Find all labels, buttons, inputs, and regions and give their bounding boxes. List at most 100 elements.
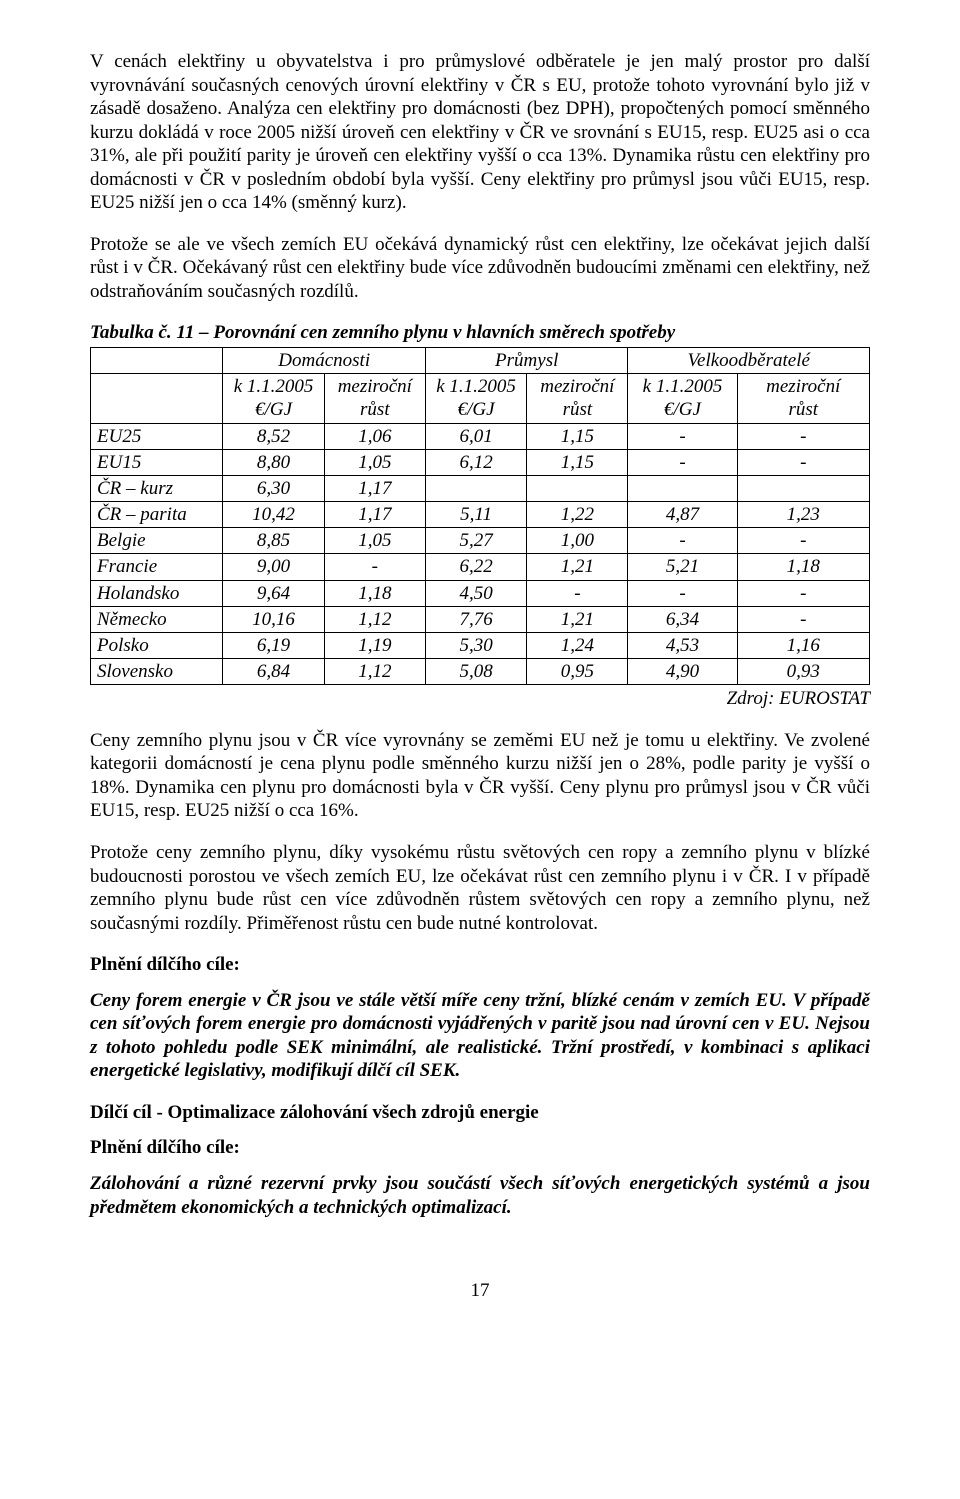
cell: 4,50 — [425, 580, 526, 606]
subheader-text: meziroční — [338, 376, 412, 397]
row-label: EU15 — [91, 449, 223, 475]
cell: 1,21 — [527, 554, 628, 580]
table-row: Holandsko 9,64 1,18 4,50 - - - — [91, 580, 870, 606]
subheader-text: €/GJ — [664, 399, 701, 420]
table-sub-header: k 1.1.2005 €/GJ meziroční růst k 1.1.200… — [91, 374, 870, 423]
dilci-heading-2: Dílčí cíl - Optimalizace zálohování všec… — [90, 1101, 870, 1125]
cell: 1,17 — [324, 475, 425, 501]
cell — [527, 475, 628, 501]
table-row: Německo 10,16 1,12 7,76 1,21 6,34 - — [91, 606, 870, 632]
table-subheader-col3: k 1.1.2005 €/GJ — [425, 374, 526, 423]
cell: - — [628, 423, 737, 449]
row-label: ČR – kurz — [91, 475, 223, 501]
cell: 6,34 — [628, 606, 737, 632]
row-label: Holandsko — [91, 580, 223, 606]
row-label: Slovensko — [91, 659, 223, 685]
subheader-text: růst — [788, 399, 818, 420]
cell: 10,16 — [223, 606, 324, 632]
page-number: 17 — [90, 1279, 870, 1303]
cell: 1,00 — [527, 528, 628, 554]
table-subheader-col2: meziroční růst — [324, 374, 425, 423]
cell: 5,30 — [425, 632, 526, 658]
cell: 6,84 — [223, 659, 324, 685]
cell: 7,76 — [425, 606, 526, 632]
table-subheader-empty — [91, 374, 223, 423]
subheader-text: růst — [360, 399, 390, 420]
table-header-domacnosti: Domácnosti — [223, 348, 426, 374]
cell: - — [324, 554, 425, 580]
cell — [628, 475, 737, 501]
cell: 5,21 — [628, 554, 737, 580]
cell: - — [527, 580, 628, 606]
gas-price-table: Domácnosti Průmysl Velkoodběratelé k 1.1… — [90, 347, 870, 685]
paragraph-2: Protože se ale ve všech zemích EU očekáv… — [90, 233, 870, 304]
cell: - — [737, 580, 869, 606]
table-row: EU15 8,80 1,05 6,12 1,15 - - — [91, 449, 870, 475]
cell: 6,19 — [223, 632, 324, 658]
table-row: ČR – kurz 6,30 1,17 — [91, 475, 870, 501]
table-group-header: Domácnosti Průmysl Velkoodběratelé — [91, 348, 870, 374]
cell: 1,05 — [324, 528, 425, 554]
cell: 1,23 — [737, 502, 869, 528]
row-label: EU25 — [91, 423, 223, 449]
cell: 0,93 — [737, 659, 869, 685]
cell: 5,27 — [425, 528, 526, 554]
table-title: Tabulka č. 11 – Porovnání cen zemního pl… — [90, 321, 870, 345]
cell: 8,80 — [223, 449, 324, 475]
table-row: Slovensko 6,84 1,12 5,08 0,95 4,90 0,93 — [91, 659, 870, 685]
paragraph-5: Ceny forem energie v ČR jsou ve stále vě… — [90, 989, 870, 1083]
table-row: Belgie 8,85 1,05 5,27 1,00 - - — [91, 528, 870, 554]
cell: - — [737, 606, 869, 632]
subheader-text: €/GJ — [458, 399, 495, 420]
cell: 8,52 — [223, 423, 324, 449]
subheader-text: €/GJ — [255, 399, 292, 420]
cell: 4,90 — [628, 659, 737, 685]
table-header-velkoodberatele: Velkoodběratelé — [628, 348, 870, 374]
cell: - — [628, 580, 737, 606]
cell — [737, 475, 869, 501]
cell: 1,19 — [324, 632, 425, 658]
table-subheader-col1: k 1.1.2005 €/GJ — [223, 374, 324, 423]
plneni-heading-2: Plnění dílčího cíle: — [90, 1136, 870, 1160]
paragraph-3: Ceny zemního plynu jsou v ČR více vyrovn… — [90, 729, 870, 823]
spacer — [90, 981, 870, 989]
cell: 1,15 — [527, 423, 628, 449]
cell: - — [737, 528, 869, 554]
cell: 1,12 — [324, 606, 425, 632]
row-label: Polsko — [91, 632, 223, 658]
table-row: Polsko 6,19 1,19 5,30 1,24 4,53 1,16 — [91, 632, 870, 658]
table-header-prumysl: Průmysl — [425, 348, 628, 374]
subheader-text: meziroční — [766, 376, 840, 397]
cell: 0,95 — [527, 659, 628, 685]
cell: - — [628, 528, 737, 554]
cell: 1,15 — [527, 449, 628, 475]
cell: 10,42 — [223, 502, 324, 528]
subheader-text: k 1.1.2005 — [643, 376, 723, 397]
table-subheader-col5: k 1.1.2005 €/GJ — [628, 374, 737, 423]
table-source: Zdroj: EUROSTAT — [90, 687, 870, 711]
table-subheader-col6: meziroční růst — [737, 374, 869, 423]
table-row: EU25 8,52 1,06 6,01 1,15 - - — [91, 423, 870, 449]
table-subheader-col4: meziroční růst — [527, 374, 628, 423]
cell: 6,22 — [425, 554, 526, 580]
cell: 1,22 — [527, 502, 628, 528]
cell: 9,00 — [223, 554, 324, 580]
cell: 1,18 — [324, 580, 425, 606]
cell: 6,01 — [425, 423, 526, 449]
cell: 8,85 — [223, 528, 324, 554]
cell: 1,18 — [737, 554, 869, 580]
cell: 6,30 — [223, 475, 324, 501]
cell: 1,06 — [324, 423, 425, 449]
subheader-text: k 1.1.2005 — [436, 376, 516, 397]
paragraph-6: Zálohování a různé rezervní prvky jsou s… — [90, 1172, 870, 1219]
spacer — [90, 1128, 870, 1136]
cell: 1,05 — [324, 449, 425, 475]
cell: 5,11 — [425, 502, 526, 528]
cell: 6,12 — [425, 449, 526, 475]
cell: 4,53 — [628, 632, 737, 658]
plneni-heading-1: Plnění dílčího cíle: — [90, 953, 870, 977]
table-row: Francie 9,00 - 6,22 1,21 5,21 1,18 — [91, 554, 870, 580]
cell: - — [737, 449, 869, 475]
subheader-text: meziroční — [540, 376, 614, 397]
cell — [425, 475, 526, 501]
